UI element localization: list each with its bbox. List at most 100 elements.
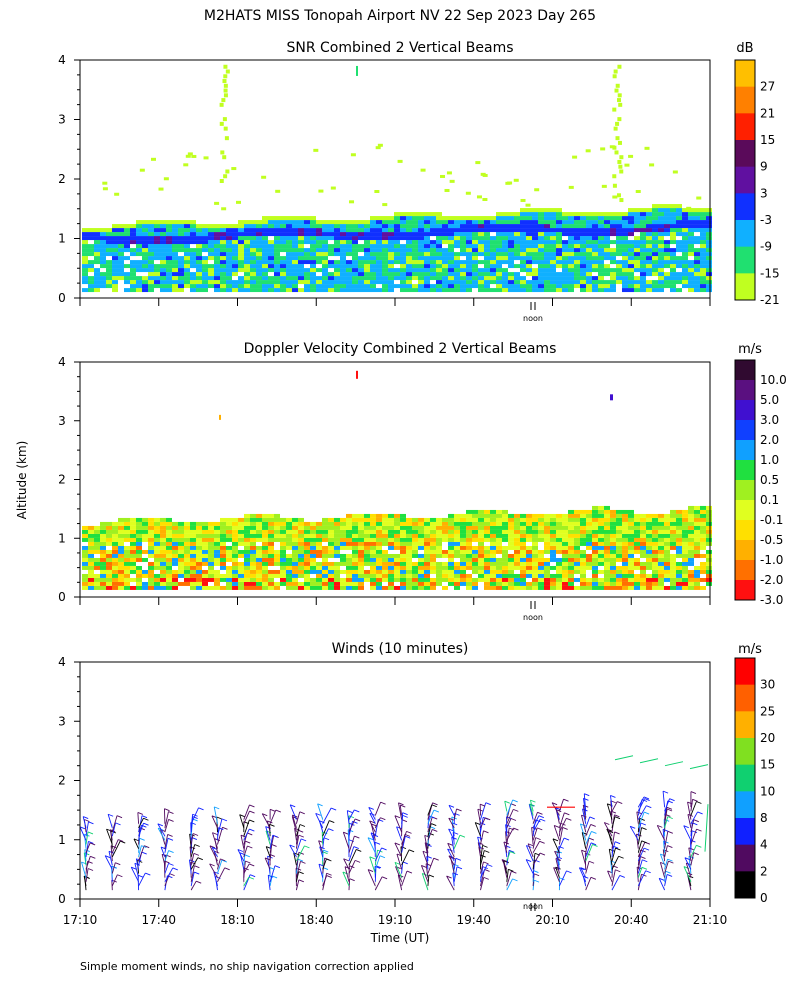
wind-barb-feather bbox=[133, 838, 140, 842]
doppler-cell bbox=[418, 569, 424, 574]
snr-cell bbox=[604, 284, 610, 289]
snr-cell bbox=[316, 256, 322, 261]
snr-cell bbox=[556, 228, 562, 233]
doppler-cell bbox=[136, 529, 142, 534]
doppler-cell bbox=[562, 517, 568, 522]
doppler-cell bbox=[634, 513, 640, 518]
colorbar-swatch bbox=[735, 560, 755, 581]
snr-cell bbox=[100, 244, 106, 249]
snr-cell bbox=[490, 256, 496, 261]
colorbar-swatch bbox=[735, 273, 755, 301]
doppler-cell bbox=[610, 561, 616, 566]
snr-cell bbox=[334, 268, 340, 273]
snr-cell bbox=[508, 264, 514, 269]
snr-cell bbox=[250, 260, 256, 265]
doppler-cell bbox=[538, 529, 544, 534]
snr-cell bbox=[598, 256, 604, 261]
snr-cell bbox=[700, 232, 706, 237]
wind-barb bbox=[239, 814, 245, 829]
snr-cell bbox=[490, 216, 496, 221]
snr-cell bbox=[634, 252, 640, 257]
doppler-cell bbox=[436, 581, 442, 586]
doppler-cell bbox=[478, 549, 484, 554]
snr-cell bbox=[166, 220, 172, 225]
doppler-cell bbox=[280, 561, 286, 566]
doppler-cell bbox=[466, 541, 472, 546]
snr-cell bbox=[670, 256, 676, 261]
snr-cell bbox=[286, 220, 292, 225]
snr-cell bbox=[394, 244, 400, 249]
wind-barb-feather bbox=[482, 844, 488, 848]
snr-cell bbox=[412, 276, 418, 281]
doppler-cell bbox=[310, 521, 316, 526]
doppler-cell bbox=[484, 537, 490, 542]
wind-barb bbox=[448, 828, 455, 841]
doppler-cell bbox=[646, 585, 652, 590]
snr-cell bbox=[688, 268, 694, 273]
snr-cell bbox=[280, 288, 286, 293]
doppler-cell bbox=[304, 581, 310, 586]
doppler-cell bbox=[460, 581, 466, 586]
doppler-cell bbox=[640, 581, 646, 586]
wind-barb bbox=[137, 812, 140, 824]
snr-cell bbox=[190, 232, 196, 237]
doppler-cell bbox=[364, 545, 370, 550]
snr-cell bbox=[166, 240, 172, 245]
doppler-cell bbox=[430, 577, 436, 582]
doppler-cell bbox=[100, 537, 106, 542]
snr-cell bbox=[304, 288, 310, 293]
snr-cell bbox=[178, 236, 184, 241]
snr-cell bbox=[490, 232, 496, 237]
snr-cell bbox=[340, 248, 346, 253]
snr-cell bbox=[238, 272, 244, 277]
snr-cell bbox=[376, 256, 382, 261]
doppler-cell bbox=[652, 573, 658, 578]
doppler-cell bbox=[448, 577, 454, 582]
doppler-cell bbox=[550, 525, 556, 530]
wind-barb-feather bbox=[299, 824, 306, 827]
doppler-cell bbox=[664, 545, 670, 550]
snr-cell bbox=[178, 224, 184, 229]
wind-barb-feather bbox=[540, 818, 546, 822]
snr-cell bbox=[172, 240, 178, 245]
doppler-cell bbox=[580, 533, 586, 538]
doppler-cell bbox=[130, 553, 136, 558]
snr-cell bbox=[412, 216, 418, 221]
doppler-cell bbox=[664, 573, 670, 578]
doppler-colorbar-unit: m/s bbox=[738, 342, 762, 357]
wind-barb bbox=[261, 813, 271, 829]
wind-barb bbox=[374, 876, 383, 891]
wind-barb-feather bbox=[429, 826, 436, 830]
doppler-cell bbox=[82, 525, 88, 530]
wind-barb bbox=[164, 838, 169, 853]
doppler-cell bbox=[220, 577, 226, 582]
snr-cell bbox=[550, 268, 556, 273]
snr-cell bbox=[550, 232, 556, 237]
snr-cell bbox=[672, 170, 678, 174]
doppler-cell bbox=[136, 537, 142, 542]
snr-cell bbox=[346, 220, 352, 225]
doppler-cell bbox=[610, 549, 616, 554]
doppler-cell bbox=[160, 581, 166, 586]
snr-cell bbox=[586, 244, 592, 249]
snr-cell bbox=[442, 248, 448, 253]
doppler-cell bbox=[196, 561, 202, 566]
snr-cell bbox=[142, 252, 148, 257]
doppler-cell bbox=[436, 549, 442, 554]
wind-barb-feather bbox=[196, 880, 202, 884]
snr-cell bbox=[124, 244, 130, 249]
doppler-cell bbox=[598, 553, 604, 558]
doppler-cell bbox=[484, 529, 490, 534]
snr-cell bbox=[88, 228, 94, 233]
snr-cell bbox=[382, 232, 388, 237]
doppler-cell bbox=[340, 569, 346, 574]
doppler-cell bbox=[370, 573, 376, 578]
snr-cell bbox=[82, 256, 88, 261]
snr-cell bbox=[238, 280, 244, 285]
snr-cell bbox=[612, 74, 617, 79]
doppler-cell bbox=[514, 557, 520, 562]
doppler-cell bbox=[166, 537, 172, 542]
doppler-cell bbox=[220, 545, 226, 550]
snr-cell bbox=[502, 228, 508, 233]
doppler-cell bbox=[202, 561, 208, 566]
